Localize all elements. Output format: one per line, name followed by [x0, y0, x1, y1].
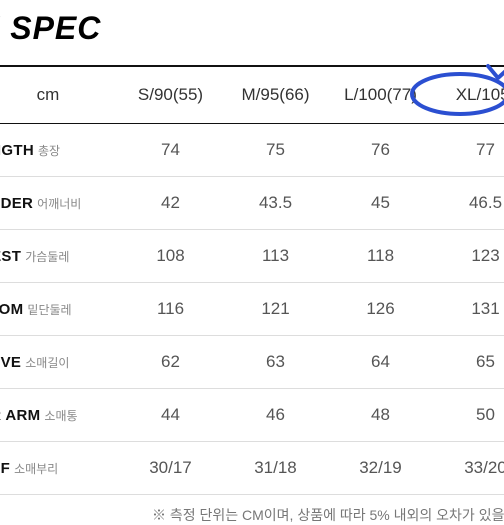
cell-value: 64: [328, 336, 433, 389]
cell-value: 126: [328, 283, 433, 336]
table-row: TTOM 밑단둘레 116121126131: [0, 283, 504, 336]
cell-value: 77: [433, 124, 504, 177]
row-label-kr: 소매통: [44, 409, 77, 423]
row-label-kr: 어깨너비: [37, 197, 81, 211]
cell-value: 113: [223, 230, 328, 283]
row-label-kr: 가슴둘레: [25, 250, 69, 264]
cell-value: 45: [328, 177, 433, 230]
cell-value: 46.5: [433, 177, 504, 230]
cell-value: 33/20: [433, 442, 504, 495]
cell-value: 43.5: [223, 177, 328, 230]
cell-value: 65: [433, 336, 504, 389]
row-label-kr: 총장: [38, 144, 60, 158]
row-label: HEST 가슴둘레: [0, 230, 118, 283]
cell-value: 76: [328, 124, 433, 177]
table-row: EEVE 소매길이 62636465: [0, 336, 504, 389]
cell-value: 50: [433, 389, 504, 442]
footnote: ※ 측정 단위는 CM이며, 상품에 따라 5% 내외의 오차가 있을 수 있: [0, 495, 504, 525]
table-row: HEST 가슴둘레 108113118123: [0, 230, 504, 283]
row-label: ER ARM 소매통: [0, 389, 118, 442]
table-row: UFF 소매부리 30/1731/1832/1933/20: [0, 442, 504, 495]
col-header: M/95(66): [223, 66, 328, 124]
cell-value: 63: [223, 336, 328, 389]
cell-value: 48: [328, 389, 433, 442]
table-header-row: cm S/90(55) M/95(66) L/100(77) XL/105(: [0, 66, 504, 124]
cell-value: 30/17: [118, 442, 223, 495]
row-label-kr: 소매부리: [14, 462, 58, 476]
row-label-en: ULDER: [0, 195, 33, 212]
table-row: ULDER 어깨너비 4243.54546.5: [0, 177, 504, 230]
cell-value: 74: [118, 124, 223, 177]
cell-value: 42: [118, 177, 223, 230]
row-label-kr: 밑단둘레: [27, 303, 71, 317]
row-label-en: TTOM: [0, 301, 23, 318]
cell-value: 44: [118, 389, 223, 442]
cell-value: 32/19: [328, 442, 433, 495]
table-row: ENGTH 총장 74757677: [0, 124, 504, 177]
cell-value: 121: [223, 283, 328, 336]
table-row: ER ARM 소매통 44464850: [0, 389, 504, 442]
row-label: UFF 소매부리: [0, 442, 118, 495]
row-label-en: UFF: [0, 460, 10, 477]
size-spec-table: cm S/90(55) M/95(66) L/100(77) XL/105( E…: [0, 65, 504, 495]
row-label: ENGTH 총장: [0, 124, 118, 177]
col-header: XL/105(: [433, 66, 504, 124]
row-label: ULDER 어깨너비: [0, 177, 118, 230]
col-header: S/90(55): [118, 66, 223, 124]
row-label: TTOM 밑단둘레: [0, 283, 118, 336]
cell-value: 62: [118, 336, 223, 389]
cell-value: 131: [433, 283, 504, 336]
unit-header: cm: [0, 66, 118, 124]
row-label-en: EEVE: [0, 354, 21, 371]
cell-value: 108: [118, 230, 223, 283]
col-header: L/100(77): [328, 66, 433, 124]
row-label-kr: 소매길이: [25, 356, 69, 370]
cell-value: 116: [118, 283, 223, 336]
cell-value: 118: [328, 230, 433, 283]
cell-value: 75: [223, 124, 328, 177]
page-title: E SPEC: [0, 0, 504, 65]
cell-value: 31/18: [223, 442, 328, 495]
cell-value: 46: [223, 389, 328, 442]
row-label-en: ENGTH: [0, 142, 34, 159]
cell-value: 123: [433, 230, 504, 283]
row-label-en: HEST: [0, 248, 21, 265]
row-label: EEVE 소매길이: [0, 336, 118, 389]
row-label-en: ER ARM: [0, 407, 40, 424]
